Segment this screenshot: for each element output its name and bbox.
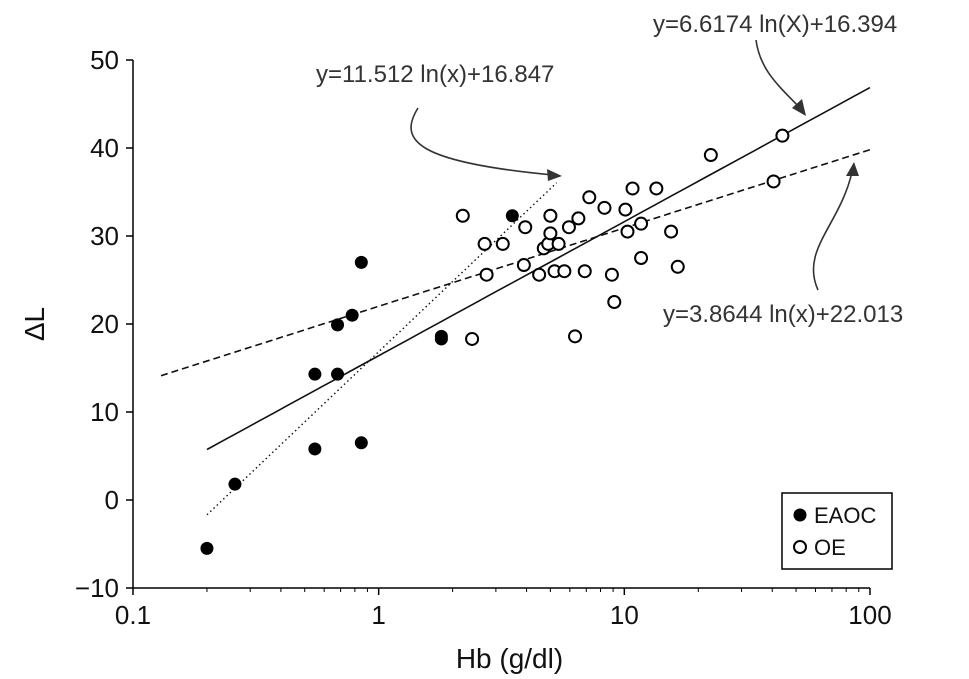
trendline-dashed: [160, 148, 871, 377]
x-axis-title: Hb (g/dl): [456, 643, 563, 674]
legend-marker-eaoc: [793, 508, 807, 522]
data-point-oe: [561, 220, 576, 235]
arrow-head-solid: [792, 99, 806, 116]
legend: EAOC OE: [781, 492, 893, 570]
data-point-oe: [568, 329, 583, 344]
data-point-oe: [518, 220, 533, 235]
data-point-oe: [664, 224, 679, 239]
data-point-eaoc: [228, 477, 242, 491]
data-point-oe: [551, 236, 566, 251]
data-point-oe: [577, 264, 592, 279]
x-tick-label: 1: [371, 600, 385, 630]
data-points: [200, 128, 790, 555]
data-point-oe: [557, 264, 572, 279]
data-point-oe: [766, 174, 781, 189]
y-tick-label: 50: [90, 45, 119, 75]
y-tick-label: 10: [90, 397, 119, 427]
data-point-oe: [618, 202, 633, 217]
data-point-oe: [532, 267, 547, 282]
axes: −10 0 10 20 30 40 50 0.1 1 10 100 Hb (g/dl) ΔL: [19, 45, 892, 674]
legend-box: [781, 492, 893, 570]
y-tick-label: −10: [75, 573, 119, 603]
y-tick-label: 0: [105, 485, 119, 515]
data-point-oe: [625, 181, 640, 196]
data-point-oe: [516, 258, 531, 273]
arrow-head-dashed: [846, 162, 859, 176]
data-point-oe: [670, 259, 685, 274]
data-point-oe: [543, 226, 558, 241]
equation-dotted: y=11.512 ln(x)+16.847: [316, 61, 554, 88]
data-point-oe: [775, 128, 790, 143]
arrow-solid-trendline: [755, 39, 801, 109]
data-point-oe: [607, 295, 622, 309]
data-point-oe: [495, 236, 510, 251]
data-point-oe: [582, 190, 597, 205]
data-point-oe: [543, 208, 558, 223]
data-point-oe: [634, 216, 649, 231]
data-point-oe: [703, 148, 718, 163]
data-point-oe: [465, 331, 480, 346]
data-point-eaoc: [354, 436, 368, 450]
data-point-oe: [649, 181, 664, 196]
equation-dashed: y=3.8644 ln(x)+22.013: [663, 301, 903, 328]
trendline-dotted: [206, 182, 558, 516]
y-axis-title: ΔL: [19, 307, 50, 341]
data-point-oe: [620, 224, 635, 239]
legend-marker-oe: [793, 540, 807, 554]
y-tick-label: 30: [90, 221, 119, 251]
data-point-oe: [455, 208, 470, 223]
data-point-oe: [571, 211, 586, 226]
data-point-eaoc: [345, 308, 359, 322]
data-point-eaoc: [434, 329, 448, 343]
data-point-oe: [477, 236, 492, 251]
data-point-eaoc: [331, 318, 345, 332]
data-point-oe: [604, 267, 619, 282]
data-point-oe: [597, 200, 612, 215]
legend-label-eaoc: EAOC: [814, 503, 876, 528]
data-point-eaoc: [200, 541, 214, 555]
data-point-eaoc: [354, 255, 368, 269]
arrow-dotted-trendline: [410, 107, 554, 176]
data-point-oe: [634, 251, 649, 265]
x-tick-label: 10: [610, 600, 639, 630]
y-tick-label: 40: [90, 133, 119, 163]
equation-labels: y=11.512 ln(x)+16.847 y=6.6174 ln(X)+16.…: [316, 11, 903, 328]
legend-label-oe: OE: [814, 535, 846, 560]
arrow-dashed-trendline: [812, 171, 853, 291]
x-tick-label: 100: [848, 600, 891, 630]
y-tick-label: 20: [90, 309, 119, 339]
data-point-eaoc: [308, 442, 322, 456]
data-point-oe: [479, 267, 494, 282]
arrow-head-dotted: [547, 169, 562, 181]
equation-solid: y=6.6174 ln(X)+16.394: [653, 11, 897, 38]
data-point-eaoc: [308, 367, 322, 381]
data-point-eaoc: [505, 209, 519, 223]
x-tick-label: 0.1: [115, 600, 151, 630]
data-point-eaoc: [331, 367, 345, 381]
